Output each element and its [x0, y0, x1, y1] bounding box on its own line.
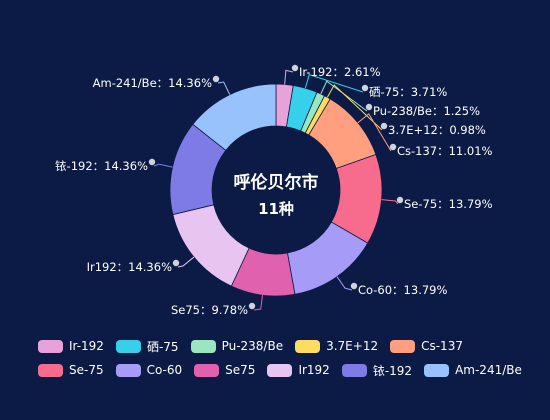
- slice-label: Cs-137：11.01%: [397, 144, 493, 158]
- legend-item[interactable]: Am-241/Be: [424, 362, 522, 378]
- legend-swatch: [38, 339, 63, 353]
- legend-label: Se75: [225, 363, 256, 377]
- leader-line: [284, 69, 294, 85]
- leader-line: [320, 80, 368, 112]
- legend-swatch: [115, 339, 141, 353]
- slice-label: Pu-238/Be：1.25%: [373, 104, 480, 118]
- legend-swatch: [341, 363, 367, 377]
- legend-label: Se-75: [69, 363, 104, 377]
- leader-line: [336, 276, 353, 291]
- slice-label: Co-60：13.79%: [358, 283, 447, 297]
- legend-label: Ir-192: [69, 339, 104, 353]
- leader-line: [326, 84, 383, 131]
- legend-swatch: [390, 339, 416, 353]
- leader-line: [357, 113, 392, 152]
- leader-line: [381, 199, 399, 205]
- center-title: 呼伦贝尔市: [234, 172, 319, 193]
- donut-slice[interactable]: [192, 83, 277, 151]
- label-marker-dot: [148, 158, 156, 166]
- leader-line: [153, 163, 173, 168]
- label-marker-dot: [248, 302, 256, 310]
- legend-item[interactable]: Co-60: [115, 362, 183, 378]
- legend-label: 铱-192: [372, 363, 413, 378]
- donut-chart-svg: Ir-192：2.61% 硒-75：3.71% Pu-238/Be：1.25% 3.7…: [55, 64, 493, 317]
- slice-label: Am-241/Be：14.36%: [93, 76, 212, 90]
- legend-item[interactable]: Ir192: [267, 362, 330, 378]
- legend-item[interactable]: Cs-137: [390, 338, 463, 354]
- legend-swatch: [295, 339, 321, 353]
- legend-item[interactable]: Se-75: [38, 362, 104, 378]
- legend-label: 硒-75: [146, 339, 179, 354]
- slice-label: Se75：9.78%: [171, 303, 248, 317]
- label-marker-dot: [361, 84, 369, 92]
- leader-line: [253, 295, 264, 311]
- slice-label: 硒-75：3.71%: [369, 85, 447, 99]
- legend-swatch: [267, 363, 293, 377]
- slice-label: Ir192：14.36%: [87, 260, 172, 274]
- leader-line: [217, 81, 231, 95]
- label-marker-dot: [389, 143, 397, 151]
- label-marker-dot: [396, 196, 404, 204]
- leader-lines-layer: [148, 64, 404, 311]
- slice-label: 3.7E+12：0.98%: [388, 123, 486, 137]
- legend-swatch: [38, 363, 63, 377]
- legend-item[interactable]: 硒-75: [115, 338, 179, 354]
- legend-label: Pu-238/Be: [221, 339, 284, 353]
- slice-label: 铱-192：14.36%: [55, 159, 148, 173]
- center-subtitle: 11种: [258, 200, 294, 218]
- label-marker-dot: [172, 259, 180, 267]
- legend-swatch: [190, 339, 216, 353]
- slice-label: Ir-192：2.61%: [299, 65, 381, 79]
- legend-swatch: [194, 363, 220, 377]
- leader-line: [304, 74, 364, 93]
- slice-label: Se-75：13.79%: [404, 197, 493, 211]
- legend-item[interactable]: Ir-192: [38, 338, 104, 354]
- legend-label: Cs-137: [421, 339, 463, 353]
- slices-layer: [169, 83, 383, 297]
- chart-legend: Ir-192 硒-75 Pu-238/Be 3.7E+12 Cs-137 Se-75 Co-…: [38, 338, 538, 378]
- label-marker-dot: [291, 64, 299, 72]
- legend-item[interactable]: Se75: [194, 362, 255, 378]
- legend-label: 3.7E+12: [326, 339, 379, 353]
- label-marker-dot: [365, 103, 373, 111]
- legend-label: Ir192: [298, 363, 330, 377]
- legend-item[interactable]: Pu-238/Be: [190, 338, 284, 354]
- legend-swatch: [424, 363, 450, 377]
- legend-swatch: [115, 363, 141, 377]
- legend-item[interactable]: 铱-192: [341, 362, 413, 378]
- label-marker-dot: [350, 282, 358, 290]
- legend-label: Co-60: [146, 363, 183, 377]
- leader-line: [177, 256, 195, 268]
- slice-labels-layer: Ir-192：2.61% 硒-75：3.71% Pu-238/Be：1.25% 3.7…: [55, 65, 493, 317]
- legend-item[interactable]: 3.7E+12: [295, 338, 378, 354]
- label-marker-dot: [380, 122, 388, 130]
- legend-label: Am-241/Be: [455, 363, 522, 377]
- label-marker-dot: [212, 75, 220, 83]
